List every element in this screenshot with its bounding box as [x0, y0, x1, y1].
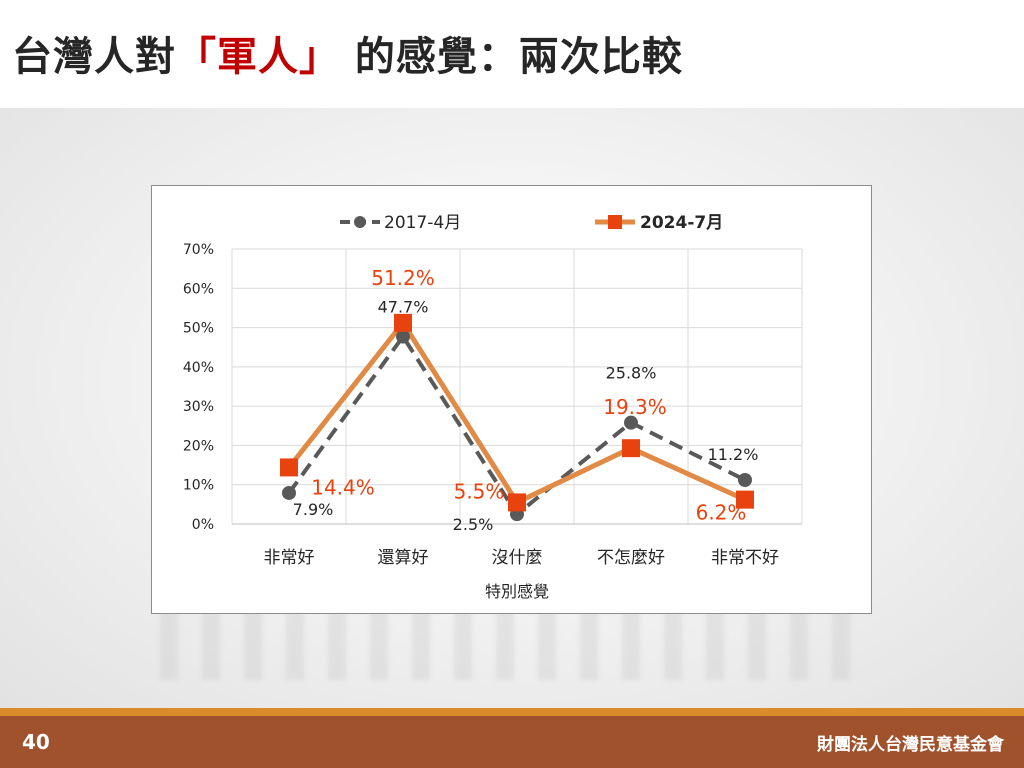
series-2024-point	[736, 490, 754, 509]
page-number: 40	[22, 730, 50, 754]
y-tick-label: 70%	[183, 242, 214, 258]
footer-stripe	[0, 708, 1024, 716]
crowd-silhouette-decoration	[160, 610, 860, 680]
slide-title: 台灣人對「軍人」 的感覺：兩次比較	[12, 24, 683, 82]
x-tick-label: 非常好	[264, 548, 315, 568]
series-2017-data-label: 7.9%	[293, 500, 334, 519]
title-prefix: 台灣人對	[12, 34, 176, 80]
legend-2024-label: 2024-7月	[640, 213, 723, 233]
legend-2017-marker	[354, 216, 366, 228]
series-2017-data-label: 2.5%	[453, 515, 494, 534]
x-tick-label: 還算好	[378, 548, 429, 568]
series-2017-point	[396, 329, 410, 344]
legend-2017-label: 2017-4月	[384, 213, 461, 233]
series-2024-point	[508, 493, 526, 512]
series-2017-point	[738, 473, 752, 487]
series-2024-data-label: 51.2%	[371, 266, 435, 290]
y-tick-label: 20%	[183, 438, 214, 454]
y-tick-label: 10%	[183, 478, 214, 494]
x-tick-label: 不怎麼好	[597, 548, 665, 568]
series-2024-point	[622, 439, 640, 458]
y-tick-label: 50%	[183, 321, 214, 337]
legend-2024-marker	[608, 215, 622, 229]
title-suffix: 的感覺：兩次比較	[340, 34, 683, 80]
chart-panel: 0% 10% 20% 30% 40% 50% 60% 70% 非常好 還算好 沒什麼 不怎麼好 非常不好…	[151, 185, 872, 614]
series-2024-data-label: 19.3%	[603, 395, 667, 419]
series-2024-point	[280, 458, 298, 477]
series-2017-data-label: 25.8%	[606, 364, 657, 383]
series-2024-data-label: 14.4%	[311, 475, 375, 499]
organization-name: 財團法人台灣民意基金會	[817, 735, 1004, 755]
y-tick-label: 0%	[192, 517, 214, 533]
series-2024-data-label: 5.5%	[454, 479, 505, 503]
line-chart: 0% 10% 20% 30% 40% 50% 60% 70% 非常好 還算好 沒什麼 不怎麼好 非常不好…	[183, 213, 803, 601]
y-tick-label: 30%	[183, 399, 214, 415]
y-tick-label: 60%	[183, 281, 214, 297]
series-2024-data-label: 6.2%	[696, 501, 747, 525]
series-2017-point	[282, 485, 296, 500]
x-tick-label: 沒什麼	[492, 548, 543, 568]
y-tick-label: 40%	[183, 360, 214, 376]
x-tick-label: 非常不好	[711, 548, 779, 568]
series-2017-point	[624, 415, 638, 430]
series-2017-data-label: 11.2%	[708, 445, 759, 464]
series-2017-data-label: 47.7%	[378, 298, 429, 317]
x-axis-title: 特別感覺	[485, 582, 549, 601]
title-bar: 台灣人對「軍人」 的感覺：兩次比較	[0, 0, 1024, 108]
title-highlight: 「軍人」	[176, 34, 340, 80]
footer-bar: 40 財團法人台灣民意基金會	[0, 716, 1024, 768]
series-2024-point	[394, 313, 412, 332]
